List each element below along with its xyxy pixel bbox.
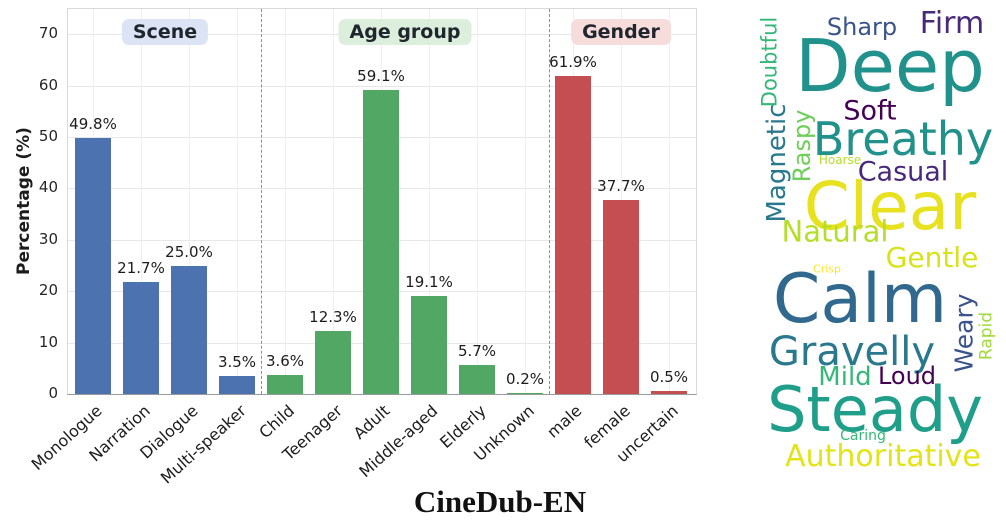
bar-plot: Scene Age group Gender 49.8% Monologue 21.7% N…: [28, 8, 697, 487]
bar-child: [267, 375, 303, 394]
y-tick-label: 30: [38, 229, 58, 248]
x-gridline: [429, 9, 430, 394]
bar-dialogue: [171, 265, 207, 394]
word-sharp: Sharp: [826, 13, 898, 41]
word-gravelly: Gravelly: [768, 329, 936, 375]
word-breathy: Breathy: [812, 112, 994, 166]
group-title-gender: Gender: [571, 19, 671, 45]
bar-value-label: 59.1%: [357, 67, 405, 86]
category-label-male: male: [543, 401, 586, 442]
word-steady: Steady: [767, 373, 983, 446]
bar-value-label: 21.7%: [117, 259, 165, 278]
y-tick-label: 20: [38, 281, 58, 300]
x-gridline: [237, 9, 238, 394]
word-loud: Loud: [877, 362, 937, 390]
y-tick-label: 70: [38, 24, 58, 43]
word-calm: Calm: [772, 260, 948, 339]
word-authoritative: Authoritative: [785, 439, 981, 474]
figure-title: CineDub-EN: [413, 484, 587, 519]
bar-value-label: 0.2%: [505, 369, 545, 388]
word-deep: Deep: [795, 24, 985, 108]
word-weary: Weary: [949, 293, 979, 373]
bar-monologue: [75, 138, 111, 394]
bar-value-label: 49.8%: [69, 115, 117, 134]
y-tick-label: 10: [38, 332, 58, 351]
word-gentle: Gentle: [885, 241, 979, 274]
y-tick-label: 0: [48, 384, 58, 402]
bar-value-label: 37.7%: [597, 177, 645, 196]
word-hoarse: Hoarse: [818, 153, 862, 167]
word-firm: Firm: [919, 6, 985, 41]
category-label-monologue: Monologue: [27, 401, 106, 474]
group-title-scene: Scene: [121, 19, 209, 45]
word-magnetic: Magnetic: [762, 103, 792, 223]
x-gridline: [669, 9, 670, 394]
bar-teenager: [315, 330, 351, 394]
bar-multi-speaker: [219, 376, 255, 394]
y-tick-label: 60: [38, 75, 58, 94]
group-title-age-group: Age group: [338, 19, 472, 45]
bar-value-label: 5.7%: [457, 341, 497, 360]
word-crisp: Crisp: [813, 262, 841, 276]
x-gridline: [333, 9, 334, 394]
bar-value-label: 25.0%: [165, 242, 213, 261]
word-mild: Mild: [818, 362, 872, 392]
category-label-multi-speaker: Multi-speaker: [156, 401, 250, 488]
bar-value-label: 3.6%: [265, 352, 305, 371]
bar-value-label: 61.9%: [549, 52, 597, 71]
bar-narration: [123, 282, 159, 394]
bar-uncertain: [651, 391, 687, 394]
group-separator: [549, 9, 550, 394]
word-casual: Casual: [857, 156, 949, 188]
bar-value-label: 12.3%: [309, 307, 357, 326]
bar-middle-aged: [411, 295, 447, 394]
x-gridline: [189, 9, 190, 394]
word-natural: Natural: [781, 214, 889, 249]
bar-elderly: [459, 364, 495, 394]
bar-unknown: [507, 392, 543, 394]
y-tick-label: 50: [38, 127, 58, 145]
x-gridline: [141, 9, 142, 394]
word-rapid: Rapid: [976, 311, 997, 361]
word-cloud: Doubtful Sharp Firm Deep Magnetic Raspy Soft Br…: [700, 0, 1006, 490]
y-tick-label: 40: [38, 178, 58, 197]
word-caring: Caring: [840, 428, 886, 444]
category-label-child: Child: [255, 401, 298, 443]
bar-chart: Percentage (%) Scene Age group Gender 49.8%…: [14, 8, 697, 487]
bar-value-label: 3.5%: [217, 353, 257, 371]
bar-value-label: 19.1%: [405, 272, 453, 291]
bar-male: [555, 75, 591, 394]
word-doubtful: Doubtful: [757, 16, 782, 108]
y-gridline: [68, 85, 696, 87]
word-clear: Clear: [803, 168, 977, 245]
x-gridline: [477, 9, 478, 394]
x-gridline: [285, 9, 286, 394]
group-separator: [261, 9, 262, 394]
bar-value-label: 0.5%: [649, 368, 689, 387]
x-gridline: [525, 9, 526, 394]
bar-adult: [363, 90, 399, 394]
bar-female: [603, 200, 639, 394]
word-soft: Soft: [843, 95, 897, 127]
